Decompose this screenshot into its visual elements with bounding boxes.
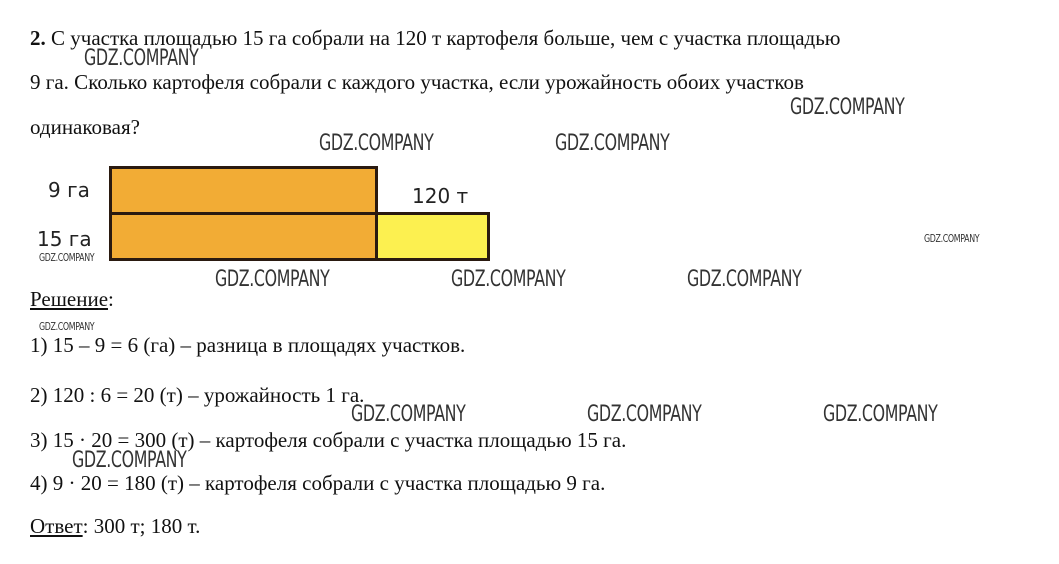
problem-number: 2.: [30, 26, 46, 50]
problem-text-1: С участка площадью 15 га собрали на 120 …: [51, 26, 841, 50]
bar-9-ha: [109, 166, 378, 215]
watermark: GDZ.COMPANY: [319, 131, 434, 156]
label-120-t: 120 т: [412, 184, 469, 208]
solution-heading: Решение:: [30, 287, 114, 311]
problem-line-2: 9 га. Сколько картофеля собрали с каждог…: [30, 70, 804, 94]
watermark: GDZ.COMPANY: [687, 267, 802, 292]
watermark: GDZ.COMPANY: [351, 402, 466, 427]
solution-step-1: 1) 15 – 9 = 6 (га) – разница в площадях …: [30, 333, 466, 357]
solution-step-4: 4) 9 · 20 = 180 (т) – картофеля собрали …: [30, 471, 606, 495]
watermark: GDZ.COMPANY: [84, 46, 199, 71]
problem-line-1: 2. С участка площадью 15 га собрали на 1…: [30, 28, 841, 49]
solution-step-3: 3) 15 · 20 = 300 (т) – картофеля собрали…: [30, 428, 627, 452]
watermark: GDZ.COMPANY: [555, 131, 670, 156]
bar-15-ha-base: [109, 212, 378, 261]
label-15-ha: 15 га: [37, 227, 92, 251]
watermark: GDZ.COMPANY: [39, 320, 95, 333]
watermark: GDZ.COMPANY: [215, 267, 330, 292]
label-9-ha: 9 га: [48, 178, 90, 202]
answer: Ответ: 300 т; 180 т.: [30, 514, 201, 538]
solution-step-2: 2) 120 : 6 = 20 (т) – урожайность 1 га.: [30, 383, 365, 407]
bar-15-ha-extra: [375, 212, 490, 261]
watermark: GDZ.COMPANY: [823, 402, 938, 427]
watermark: GDZ.COMPANY: [72, 448, 187, 473]
watermark: GDZ.COMPANY: [587, 402, 702, 427]
watermark: GDZ.COMPANY: [924, 232, 980, 245]
watermark: GDZ.COMPANY: [790, 95, 905, 120]
watermark: GDZ.COMPANY: [39, 251, 95, 264]
watermark: GDZ.COMPANY: [451, 267, 566, 292]
problem-line-3: одинаковая?: [30, 115, 140, 139]
